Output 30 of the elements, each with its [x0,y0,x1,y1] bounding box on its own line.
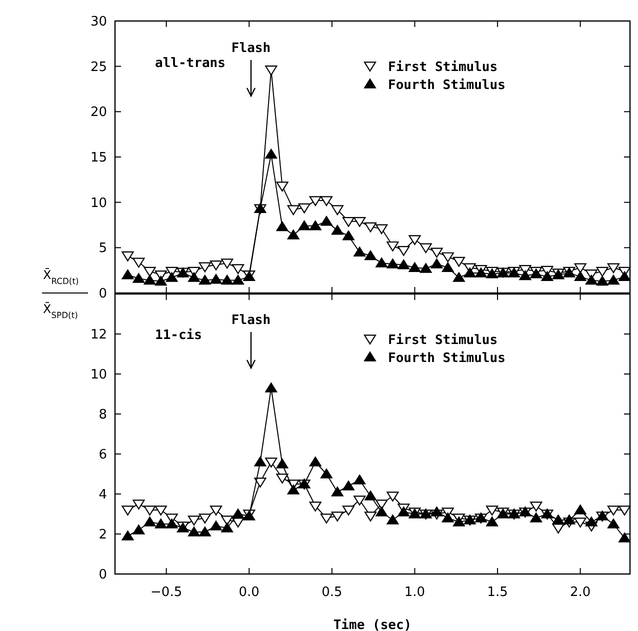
y-tick-label: 25 [90,60,107,75]
y-tick-label: 6 [98,448,107,462]
legend-label: First Stimulus [388,333,498,348]
y-tick-label: 10 [90,368,107,382]
y-tick-label: 4 [98,488,107,502]
y-tick-label: 10 [90,196,107,211]
legend-label: Fourth Stimulus [388,78,506,93]
annotation: all-trans [155,56,226,71]
x-tick-label: −0.5 [150,585,182,600]
y-tick-label: 0 [98,286,107,302]
y-tick-label: 12 [90,328,107,342]
x-tick-label: 1.0 [404,585,426,600]
x-tick-label: 0.0 [238,585,260,600]
y-tick-label: 20 [90,105,107,120]
annotation: Flash [231,41,271,56]
y-tick-label: 5 [98,241,107,256]
legend-label: First Stimulus [388,60,498,75]
legend-label: Fourth Stimulus [388,351,506,366]
y-tick-label: 2 [98,528,107,542]
x-axis-title: Time (sec) [333,618,412,631]
annotation: Flash [231,313,271,328]
y-tick-label: 0 [98,568,107,582]
x-tick-label: 0.5 [322,585,342,600]
y-tick-label: 8 [98,408,107,422]
y-tick-label: 30 [90,14,107,30]
text: X̄$_{RCD(t)}$ X̄$_{SPD(t)}$ [43,268,79,320]
annotation: 11-cis [155,328,202,343]
x-tick-label: 2.0 [570,585,591,600]
y-tick-label: 15 [90,150,107,166]
x-tick-label: 1.5 [487,585,508,600]
